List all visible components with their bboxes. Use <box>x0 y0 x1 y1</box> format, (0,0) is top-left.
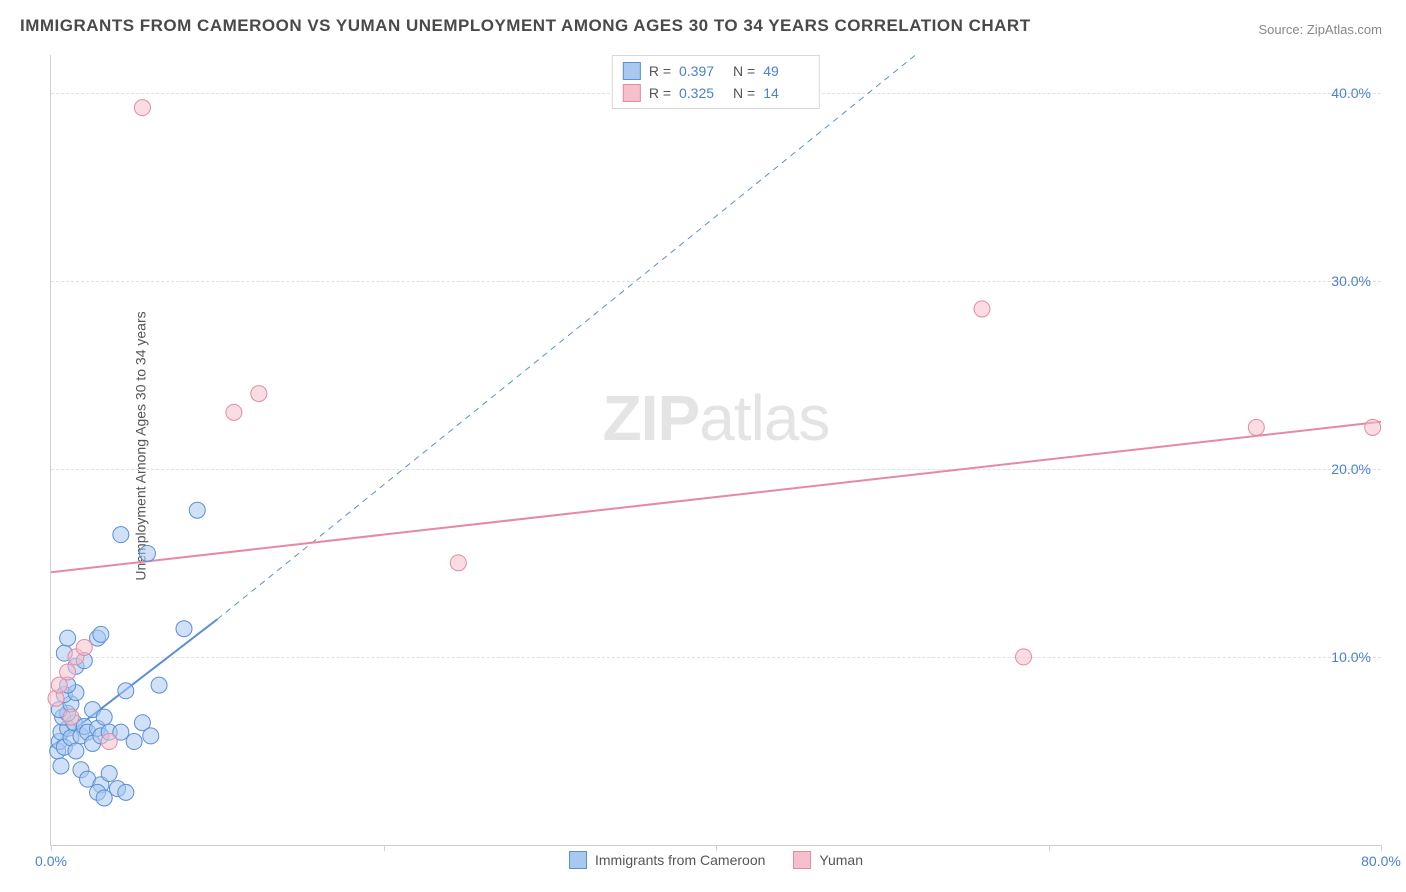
data-point <box>974 301 990 317</box>
legend-series: Immigrants from Cameroon Yuman <box>559 851 873 869</box>
data-point <box>76 640 92 656</box>
x-tick <box>1381 845 1382 851</box>
source-label: Source: <box>1258 22 1306 37</box>
data-point <box>151 677 167 693</box>
data-point <box>118 683 134 699</box>
data-point <box>53 758 69 774</box>
legend-swatch <box>623 84 641 102</box>
legend-stats-row: R = 0.325 N = 14 <box>623 82 809 104</box>
r-value: 0.325 <box>679 82 725 104</box>
data-point <box>1248 419 1264 435</box>
legend-item: Immigrants from Cameroon <box>569 851 765 869</box>
chart-svg <box>51 55 1381 845</box>
data-point <box>101 734 117 750</box>
plot-area: ZIPatlas 10.0%20.0%30.0%40.0% 0.0%80.0% … <box>50 55 1381 846</box>
r-value: 0.397 <box>679 60 725 82</box>
x-tick <box>51 845 52 851</box>
x-tick <box>1049 845 1050 851</box>
data-point <box>63 709 79 725</box>
data-point <box>60 630 76 646</box>
n-value: 49 <box>763 60 809 82</box>
data-point <box>189 502 205 518</box>
data-point <box>176 621 192 637</box>
source-credit: Source: ZipAtlas.com <box>1258 22 1382 37</box>
data-point <box>96 790 112 806</box>
data-point <box>118 784 134 800</box>
data-points <box>48 100 1381 806</box>
data-point <box>101 766 117 782</box>
data-point <box>143 728 159 744</box>
legend-item: Yuman <box>793 851 863 869</box>
trend-line <box>51 422 1381 572</box>
source-name: ZipAtlas.com <box>1307 22 1382 37</box>
data-point <box>113 527 129 543</box>
trend-line-extrapolated <box>217 55 915 619</box>
x-tick-label: 80.0% <box>1361 853 1401 869</box>
n-label: N = <box>733 82 755 104</box>
legend-stats: R = 0.397 N = 49 R = 0.325 N = 14 <box>612 55 820 109</box>
n-label: N = <box>733 60 755 82</box>
legend-stats-row: R = 0.397 N = 49 <box>623 60 809 82</box>
data-point <box>134 100 150 116</box>
legend-swatch <box>793 851 811 869</box>
data-point <box>60 664 76 680</box>
x-tick-label: 0.0% <box>35 853 67 869</box>
data-point <box>1016 649 1032 665</box>
legend-label: Immigrants from Cameroon <box>595 852 765 868</box>
data-point <box>93 626 109 642</box>
data-point <box>139 545 155 561</box>
x-tick <box>384 845 385 851</box>
data-point <box>226 404 242 420</box>
data-point <box>251 386 267 402</box>
data-point <box>126 734 142 750</box>
legend-swatch <box>623 62 641 80</box>
r-label: R = <box>649 82 671 104</box>
legend-label: Yuman <box>819 852 863 868</box>
legend-swatch <box>569 851 587 869</box>
r-label: R = <box>649 60 671 82</box>
data-point <box>450 555 466 571</box>
trend-lines <box>51 55 1381 747</box>
data-point <box>1365 419 1381 435</box>
n-value: 14 <box>763 82 809 104</box>
chart-title: IMMIGRANTS FROM CAMEROON VS YUMAN UNEMPL… <box>20 16 1031 36</box>
data-point <box>96 709 112 725</box>
data-point <box>68 743 84 759</box>
